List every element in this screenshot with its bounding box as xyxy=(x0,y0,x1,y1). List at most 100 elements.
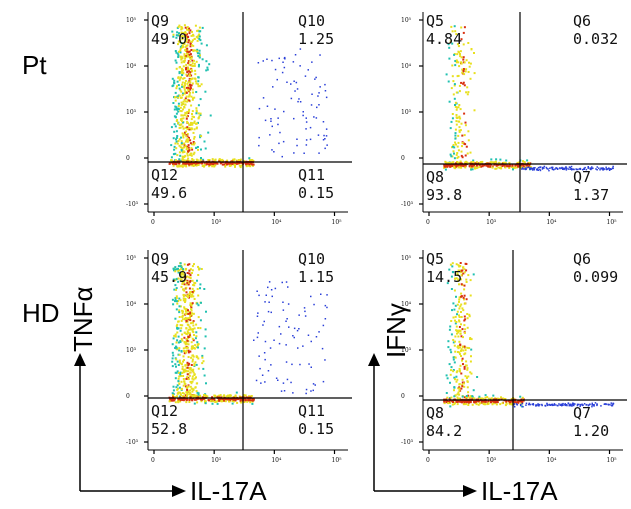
density-dot xyxy=(186,147,189,150)
scatter-dot xyxy=(324,138,326,140)
density-dot xyxy=(504,162,507,165)
density-dot xyxy=(457,345,460,348)
density-dot xyxy=(468,347,471,350)
density-dot xyxy=(465,281,468,283)
density-dot xyxy=(232,161,235,164)
y-tick-label: 0 xyxy=(126,393,130,400)
density-dot xyxy=(520,166,523,169)
density-dot xyxy=(450,120,453,123)
scatter-dot xyxy=(273,339,275,341)
density-dot xyxy=(481,399,484,402)
scatter-dot xyxy=(305,392,307,395)
density-dot xyxy=(246,164,249,167)
density-dot xyxy=(180,110,183,113)
density-dot xyxy=(184,80,187,82)
density-dot xyxy=(460,38,463,41)
density-dot xyxy=(471,168,474,171)
density-dot xyxy=(456,152,459,154)
scatter-dot xyxy=(576,403,579,406)
density-dot xyxy=(180,363,183,366)
plot-panel-pt-ifng: 0 10³ 10⁴ 10⁵ 10⁵ 10⁴ 10³ 0 -10³ Q5 4.84 Q6 0.032 Q8 9… xyxy=(393,2,631,230)
density-dot xyxy=(189,396,192,399)
scatter-dot xyxy=(311,93,313,95)
scatter-dot xyxy=(263,320,265,323)
quadrant-value-ll: 84.2 xyxy=(426,422,462,440)
scatter-dot xyxy=(305,117,307,119)
scatter-dot xyxy=(268,301,270,303)
density-dot xyxy=(450,320,453,322)
density-dot xyxy=(482,402,485,405)
density-dot xyxy=(457,264,460,267)
density-dot xyxy=(248,395,250,398)
scatter-dot xyxy=(590,167,593,170)
density-dot xyxy=(201,396,204,399)
density-dot xyxy=(190,77,193,80)
density-dot xyxy=(184,82,186,85)
scatter-dot xyxy=(606,168,608,170)
density-dot xyxy=(185,63,188,66)
density-dot xyxy=(188,159,191,162)
density-dot xyxy=(186,394,188,397)
density-dot xyxy=(464,70,467,73)
density-dot xyxy=(517,399,520,402)
density-dot xyxy=(187,309,189,312)
scatter-dot xyxy=(270,118,272,120)
density-dot xyxy=(195,398,198,401)
density-dot xyxy=(238,395,241,398)
density-dot xyxy=(177,34,180,37)
scatter-dot xyxy=(292,392,294,394)
scatter-dot xyxy=(531,167,534,170)
density-dot xyxy=(186,66,189,69)
density-dot xyxy=(191,30,193,33)
density-dot xyxy=(456,378,459,381)
density-dot xyxy=(463,84,466,87)
scatter-dot xyxy=(305,128,307,130)
density-dot xyxy=(187,335,190,338)
density-dot xyxy=(500,396,502,399)
density-dot xyxy=(243,394,246,397)
density-dot xyxy=(185,377,188,380)
density-dot xyxy=(180,57,183,60)
density-dot xyxy=(458,115,461,118)
y-tick-label: 10⁵ xyxy=(126,255,137,262)
density-dot xyxy=(180,118,182,121)
density-dot xyxy=(450,366,453,369)
density-dot xyxy=(185,32,188,35)
density-dot xyxy=(501,402,504,405)
density-dot xyxy=(506,165,509,168)
density-dot xyxy=(223,399,226,402)
scatter-dot xyxy=(571,169,573,171)
y-tick-label: 10³ xyxy=(126,109,137,116)
density-dot xyxy=(192,91,194,94)
density-dot xyxy=(183,142,186,145)
density-dot xyxy=(176,360,179,363)
density-dot xyxy=(448,46,451,49)
density-dot xyxy=(174,91,177,94)
quadrant-name-lr: Q11 xyxy=(298,402,325,420)
density-dot xyxy=(510,403,513,406)
density-dot xyxy=(169,398,172,401)
density-dot xyxy=(189,87,192,90)
density-dot xyxy=(182,71,185,74)
scatter-dot xyxy=(596,169,598,171)
density-dot xyxy=(451,113,454,115)
density-dot xyxy=(249,401,252,404)
density-dot xyxy=(466,386,469,389)
scatter-dot xyxy=(312,389,314,392)
density-dot xyxy=(191,44,193,47)
density-dot xyxy=(465,269,468,272)
scatter-dot xyxy=(305,144,308,146)
density-dot xyxy=(190,56,193,59)
density-dot xyxy=(241,398,244,401)
density-dot xyxy=(175,346,178,349)
density-dot xyxy=(469,62,472,65)
scatter-dot xyxy=(286,318,288,320)
density-dot xyxy=(182,378,185,380)
scatter-dot xyxy=(318,92,320,94)
scatter-dot xyxy=(534,167,536,169)
density-dot xyxy=(452,316,455,319)
density-dot xyxy=(197,83,200,86)
density-dot xyxy=(459,117,462,120)
density-dot xyxy=(177,122,180,125)
scatter-dot xyxy=(603,168,605,170)
